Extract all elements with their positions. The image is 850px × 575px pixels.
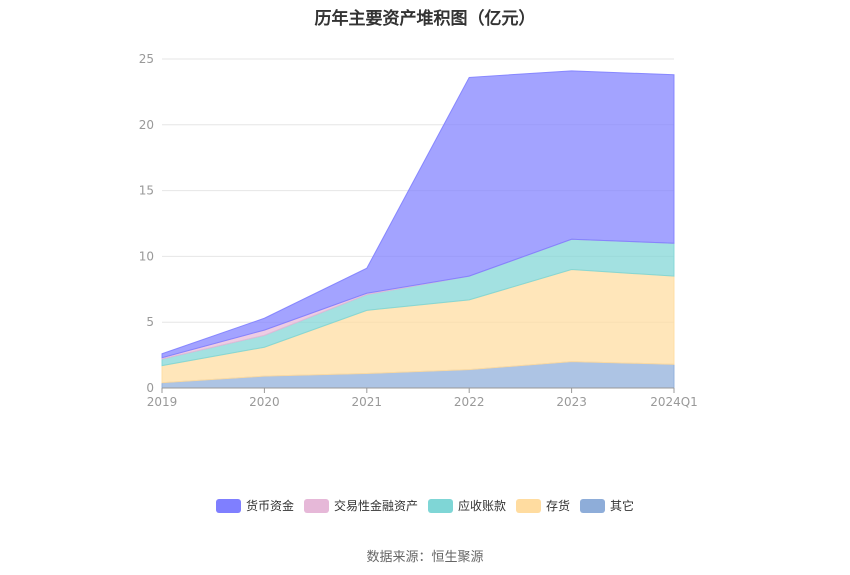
legend-swatch xyxy=(215,498,241,513)
legend-item[interactable]: 货币资金 xyxy=(215,497,294,514)
y-tick-label: 10 xyxy=(139,249,154,263)
legend: 货币资金 交易性金融资产 应收账款 存货 其它 xyxy=(0,497,850,514)
axes: 0 5 10 15 20 25 2019 2020 2021 2022 2023 2024Q1 xyxy=(139,52,698,409)
y-tick-label: 25 xyxy=(139,52,154,66)
y-tick-label: 0 xyxy=(146,381,154,395)
legend-item[interactable]: 其它 xyxy=(580,497,634,514)
legend-swatch xyxy=(580,498,606,513)
legend-label: 货币资金 xyxy=(245,499,294,513)
x-tick-label: 2020 xyxy=(249,395,280,409)
x-tick-label: 2019 xyxy=(147,395,178,409)
legend-label: 交易性金融资产 xyxy=(333,499,418,513)
x-tick-label: 2022 xyxy=(454,395,485,409)
legend-label: 应收账款 xyxy=(457,499,506,513)
data-source: 数据来源：恒生聚源 xyxy=(366,550,484,565)
y-tick-label: 15 xyxy=(139,184,154,198)
chart-title: 历年主要资产堆积图（亿元） xyxy=(314,9,536,29)
legend-item[interactable]: 交易性金融资产 xyxy=(303,497,418,514)
legend-item[interactable]: 应收账款 xyxy=(427,497,506,514)
legend-label: 其它 xyxy=(610,499,635,513)
series-areas xyxy=(161,70,675,389)
y-tick-label: 20 xyxy=(139,118,154,132)
x-tick-label: 2021 xyxy=(352,395,383,409)
legend-label: 存货 xyxy=(546,499,571,513)
area-series-货币资金 xyxy=(161,70,675,359)
x-tick-label: 2023 xyxy=(556,395,587,409)
legend-swatch xyxy=(427,498,453,513)
legend-item[interactable]: 存货 xyxy=(516,497,570,514)
legend-swatch xyxy=(516,498,541,513)
x-tick-label: 2024Q1 xyxy=(650,395,698,409)
y-tick-label: 5 xyxy=(146,315,154,329)
legend-swatch xyxy=(303,498,329,513)
